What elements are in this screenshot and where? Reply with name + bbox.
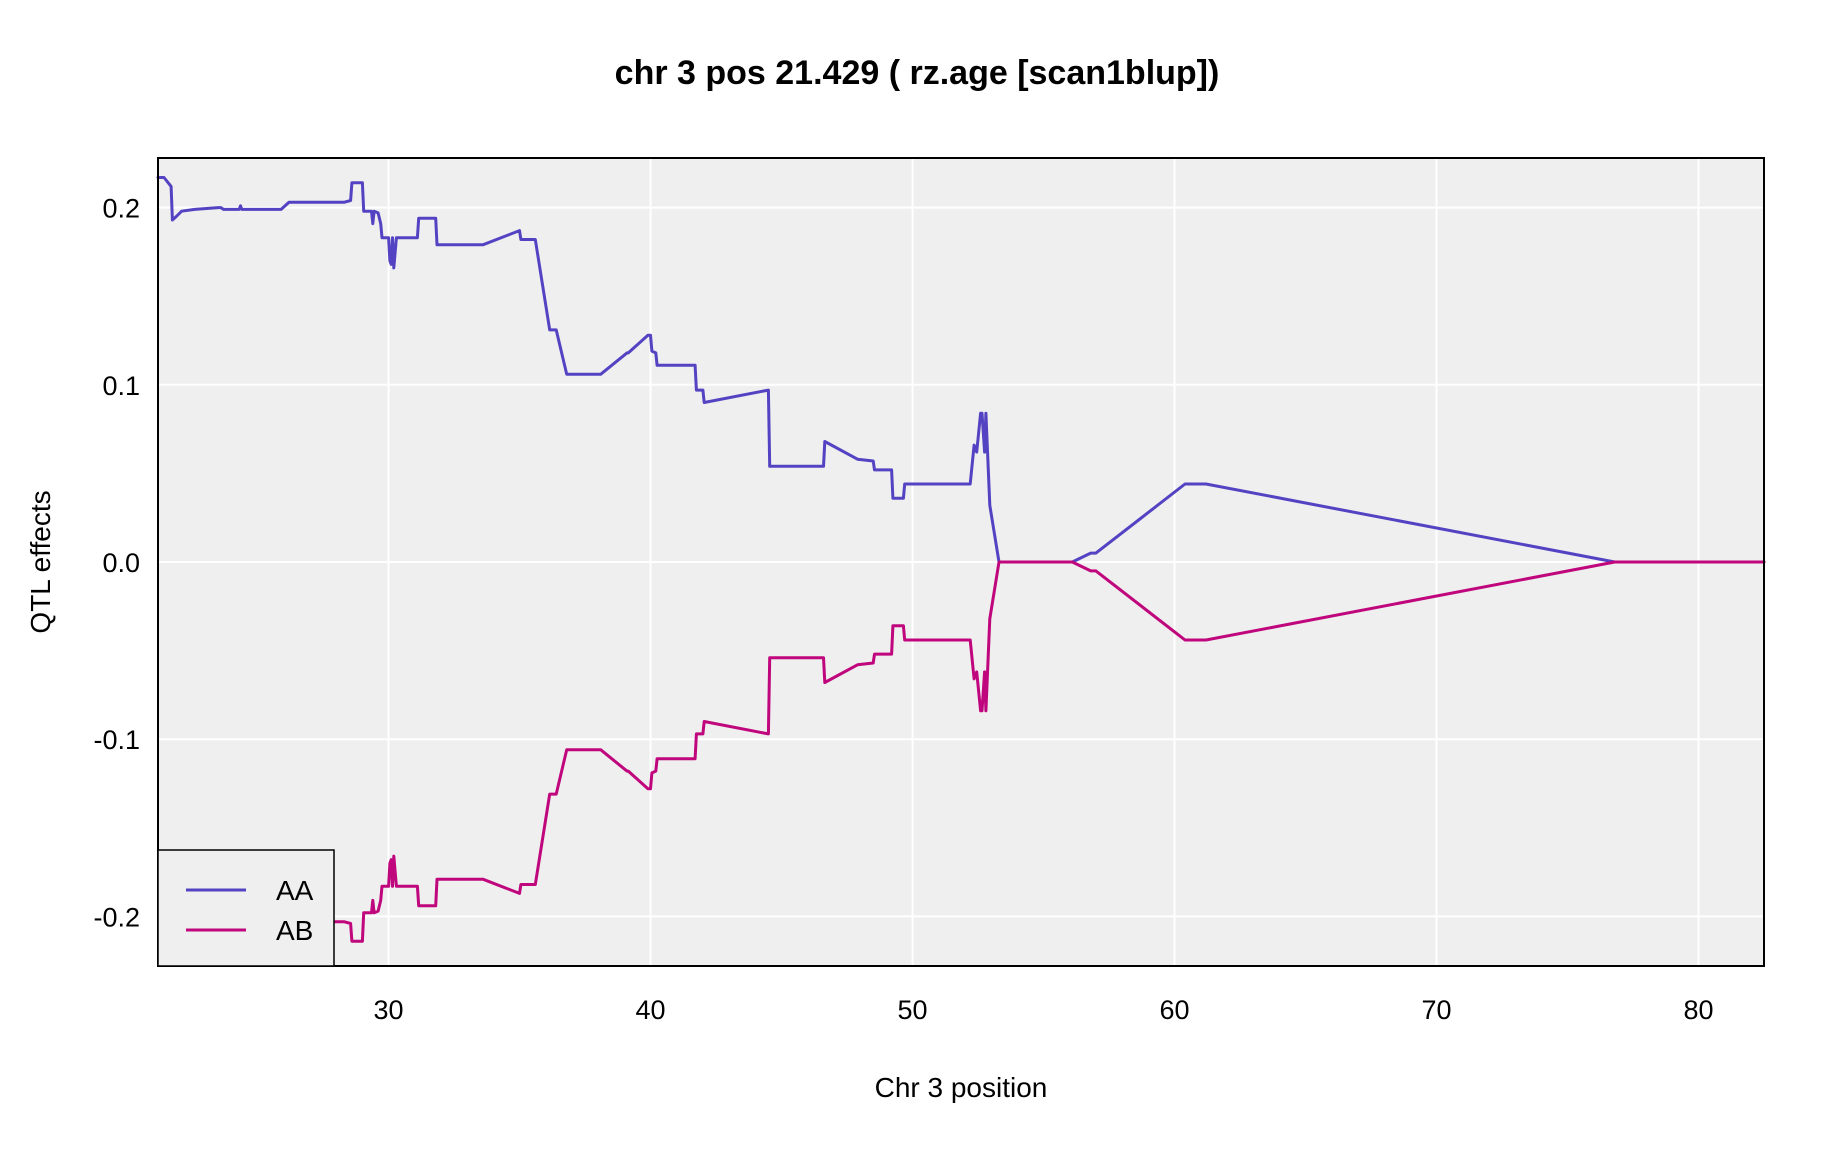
x-tick-label: 60	[1159, 995, 1189, 1025]
plot-border	[157, 157, 1765, 967]
legend-box	[157, 849, 335, 967]
chart-title: chr 3 pos 21.429 ( rz.age [scan1blup])	[615, 54, 1220, 92]
legend-label-aa: AA	[276, 875, 314, 906]
x-tick-label: 30	[374, 995, 404, 1025]
x-tick-label: 80	[1683, 995, 1713, 1025]
y-axis-label: QTL effects	[25, 490, 56, 633]
legend: AA AB	[157, 849, 335, 967]
y-tick-label: -0.2	[93, 902, 140, 932]
y-axis-ticks: -0.2 -0.1 0.0 0.1 0.2	[93, 194, 140, 933]
y-tick-label: -0.1	[93, 725, 140, 755]
y-gridlines	[158, 206, 1764, 918]
y-tick-label: 0.1	[102, 371, 140, 401]
x-axis-ticks: 30 40 50 60 70 80	[374, 995, 1714, 1025]
y-tick-label: 0.2	[102, 194, 140, 224]
x-tick-label: 40	[636, 995, 666, 1025]
legend-label-ab: AB	[276, 915, 313, 946]
series-line-aa	[156, 176, 1766, 564]
series-line-ab	[324, 560, 1766, 943]
x-tick-label: 70	[1421, 995, 1451, 1025]
x-axis-label: Chr 3 position	[875, 1072, 1048, 1103]
y-tick-label: 0.0	[102, 548, 140, 578]
series-lines	[156, 176, 1766, 943]
x-tick-label: 50	[898, 995, 928, 1025]
